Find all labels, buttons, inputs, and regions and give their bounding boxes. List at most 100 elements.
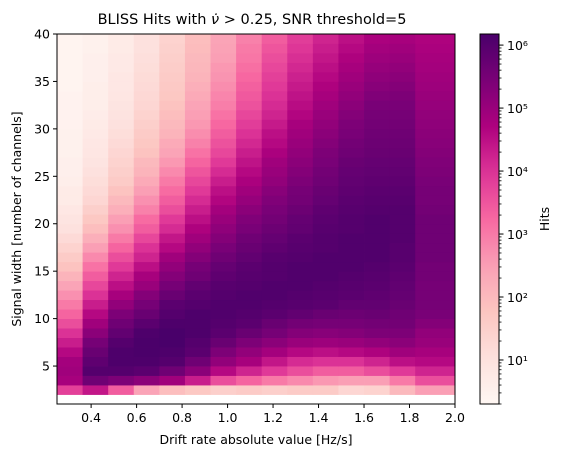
- heatmap-cell: [82, 100, 109, 111]
- heatmap-cell: [261, 62, 288, 73]
- heatmap-cell: [338, 119, 365, 130]
- heatmap-cell: [159, 185, 186, 196]
- heatmap-cell: [210, 52, 237, 63]
- heatmap-cell: [287, 109, 314, 120]
- heatmap-cell: [82, 176, 109, 187]
- heatmap-cell: [261, 366, 288, 376]
- heatmap-cell: [287, 34, 314, 44]
- heatmap-cell: [159, 309, 186, 320]
- heatmap-cell: [184, 147, 211, 158]
- heatmap-cell: [210, 43, 237, 54]
- heatmap-cell: [159, 233, 186, 244]
- heatmap-cell: [133, 366, 160, 376]
- heatmap-cell: [108, 385, 135, 395]
- heatmap-cell: [338, 271, 365, 282]
- heatmap-cell: [108, 280, 135, 291]
- heatmap-cell: [210, 233, 237, 244]
- heatmap-cell: [108, 309, 135, 320]
- heatmap-cell: [415, 318, 456, 329]
- colorbar-tick-label: 10¹: [507, 353, 528, 368]
- heatmap-cell: [210, 280, 237, 291]
- heatmap-cell: [82, 128, 109, 139]
- plot-frame: [56, 33, 456, 405]
- heatmap-cell: [338, 233, 365, 244]
- heatmap-cell: [57, 290, 83, 301]
- heatmap-cell: [133, 214, 160, 225]
- heatmap-cell: [57, 280, 83, 291]
- heatmap-cell: [312, 318, 339, 329]
- heatmap-cell: [415, 157, 456, 168]
- heatmap-cell: [312, 328, 339, 338]
- heatmap-cell: [338, 299, 365, 310]
- heatmap-cell: [415, 52, 456, 63]
- heatmap-cell: [133, 337, 160, 348]
- x-axis: 0.4 0.6 0.8 1.0 1.2 1.4 1.6 1.8 2.0: [81, 404, 465, 425]
- heatmap-cell: [287, 356, 314, 367]
- heatmap-cell: [389, 52, 416, 63]
- heatmap-cell: [364, 328, 391, 338]
- heatmap-cell: [184, 100, 211, 111]
- heatmap-cell: [389, 147, 416, 158]
- heatmap-cell: [287, 90, 314, 101]
- heatmap-cell: [415, 233, 456, 244]
- heatmap-cell: [108, 100, 135, 111]
- heatmap-cell: [389, 34, 416, 44]
- heatmap-cell: [287, 128, 314, 139]
- heatmap-cell: [133, 261, 160, 272]
- heatmap-cell: [287, 337, 314, 348]
- heatmap-cell: [184, 375, 211, 386]
- heatmap-cell: [159, 71, 186, 82]
- heatmap-cell: [415, 71, 456, 82]
- heatmap-cell: [312, 157, 339, 168]
- heatmap-cell: [57, 138, 83, 149]
- heatmap-cell: [415, 375, 456, 386]
- heatmap-cell: [287, 233, 314, 244]
- heatmap-cell: [133, 347, 160, 357]
- heatmap-cell: [389, 299, 416, 310]
- heatmap-cell: [82, 347, 109, 357]
- heatmap-cell: [261, 119, 288, 130]
- heatmap-cell: [159, 119, 186, 130]
- heatmap-cell: [364, 261, 391, 272]
- heatmap-cell: [338, 309, 365, 320]
- heatmap-cell: [82, 271, 109, 282]
- heatmap-cell: [338, 90, 365, 101]
- heatmap-cell: [210, 138, 237, 149]
- heatmap-cell: [364, 147, 391, 158]
- heatmap-cell: [312, 214, 339, 225]
- y-tick-label: 15: [34, 264, 50, 279]
- heatmap-cell: [236, 34, 263, 44]
- heatmap-cell: [312, 176, 339, 187]
- heatmap-cell: [415, 271, 456, 282]
- heatmap-cell: [133, 195, 160, 206]
- heatmap-cell: [312, 43, 339, 54]
- heatmap-cell: [159, 43, 186, 54]
- heatmap-cell: [108, 90, 135, 101]
- heatmap-cell: [57, 100, 83, 111]
- heatmap-cell: [82, 81, 109, 92]
- heatmap-cell: [108, 43, 135, 54]
- x-tick-label: 1.4: [309, 410, 329, 425]
- heatmap-cell: [287, 280, 314, 291]
- y-axis: 5 10 15 20 25 30 35 40: [34, 27, 57, 374]
- heatmap-cell: [82, 318, 109, 329]
- y-tick-label: 10: [34, 311, 50, 326]
- heatmap-cell: [415, 62, 456, 73]
- heatmap-cell: [159, 290, 186, 301]
- heatmap-cell: [159, 347, 186, 357]
- heatmap-cell: [184, 128, 211, 139]
- heatmap-cell: [184, 347, 211, 357]
- heatmap-cell: [338, 347, 365, 357]
- heatmap-cell: [312, 52, 339, 63]
- heatmap-cell: [210, 62, 237, 73]
- heatmap-cell: [287, 195, 314, 206]
- heatmap-cell: [261, 90, 288, 101]
- heatmap-cell: [133, 52, 160, 63]
- heatmap-cell: [210, 223, 237, 234]
- heatmap-cell: [415, 242, 456, 253]
- heatmap-cell: [133, 109, 160, 120]
- heatmap-cell: [57, 52, 83, 63]
- heatmap-cell: [312, 195, 339, 206]
- heatmap-cell: [261, 290, 288, 301]
- heatmap-cell: [82, 299, 109, 310]
